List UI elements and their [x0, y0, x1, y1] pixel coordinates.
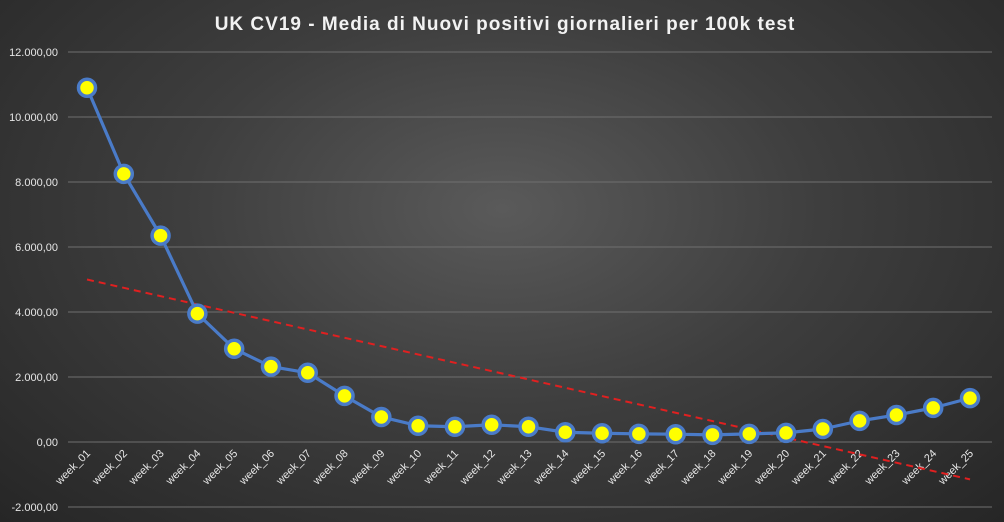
data-point	[591, 422, 613, 444]
data-point	[260, 356, 282, 377]
x-tick-label: week_19	[715, 448, 755, 488]
y-tick-label: 0,00	[37, 437, 58, 449]
x-tick-label: week_07	[274, 448, 314, 488]
x-tick-label: week_14	[531, 448, 571, 488]
x-tick-label: week_18	[678, 448, 718, 488]
data-point	[886, 404, 907, 426]
data-point	[555, 422, 576, 443]
data-point	[113, 163, 135, 185]
x-tick-label: week_13	[494, 448, 534, 488]
data-point	[150, 225, 171, 246]
data-point	[812, 418, 834, 440]
series-line	[85, 87, 971, 437]
x-tick-label: week_25	[936, 448, 976, 488]
x-tick-label: week_11	[421, 448, 461, 488]
data-point	[187, 303, 208, 324]
x-tick-label: week_15	[568, 448, 608, 488]
y-axis-ticks: -2.000,00 0,00 2.000,00 4.000,00 6.000,00 8.0…	[9, 47, 58, 514]
x-tick-label: week_17	[641, 448, 681, 488]
x-tick-label: week_16	[605, 448, 645, 488]
trendline	[86, 278, 971, 481]
y-tick-label: 6.000,00	[15, 242, 58, 254]
data-point	[371, 406, 392, 428]
y-tick-label: 4.000,00	[15, 307, 58, 319]
y-tick-label: 12.000,00	[9, 47, 58, 59]
gridlines	[68, 51, 992, 508]
data-point	[481, 414, 502, 436]
y-tick-label: 2.000,00	[15, 372, 58, 384]
data-point	[334, 385, 355, 407]
chart-title: UK CV19 - Media di Nuovi positivi giorna…	[215, 14, 796, 35]
x-tick-label: week_04	[163, 448, 203, 488]
y-tick-label: 8.000,00	[15, 177, 58, 189]
x-tick-label: week_21	[789, 448, 829, 488]
data-point	[223, 338, 245, 359]
x-axis-ticks: week_01week_02week_03week_04week_05week_…	[53, 448, 976, 488]
x-tick-label: week_10	[384, 448, 424, 488]
x-tick-label: week_08	[310, 448, 350, 488]
data-point	[959, 387, 981, 409]
series-group	[76, 77, 981, 446]
x-tick-label: week_05	[200, 448, 240, 488]
data-point	[407, 415, 429, 436]
data-point	[665, 423, 686, 445]
data-point	[628, 423, 650, 445]
y-tick-label: -2.000,00	[12, 502, 58, 514]
data-point	[76, 77, 98, 98]
data-point	[518, 416, 539, 437]
x-tick-label: week_01	[53, 448, 93, 488]
data-point	[297, 362, 318, 384]
x-tick-label: week_23	[862, 448, 902, 488]
data-point	[702, 424, 723, 446]
x-tick-label: week_09	[347, 448, 387, 488]
data-point	[922, 397, 944, 419]
data-point	[739, 423, 760, 445]
x-tick-label: week_06	[237, 448, 277, 488]
x-tick-label: week_02	[90, 448, 130, 488]
y-tick-label: 10.000,00	[9, 112, 58, 124]
x-tick-label: week_20	[752, 448, 792, 488]
data-point	[775, 422, 797, 444]
data-point	[849, 410, 870, 432]
data-point	[444, 416, 466, 437]
x-tick-label: week_12	[457, 448, 497, 488]
x-tick-label: week_03	[126, 448, 166, 488]
trendline-group	[86, 278, 971, 481]
